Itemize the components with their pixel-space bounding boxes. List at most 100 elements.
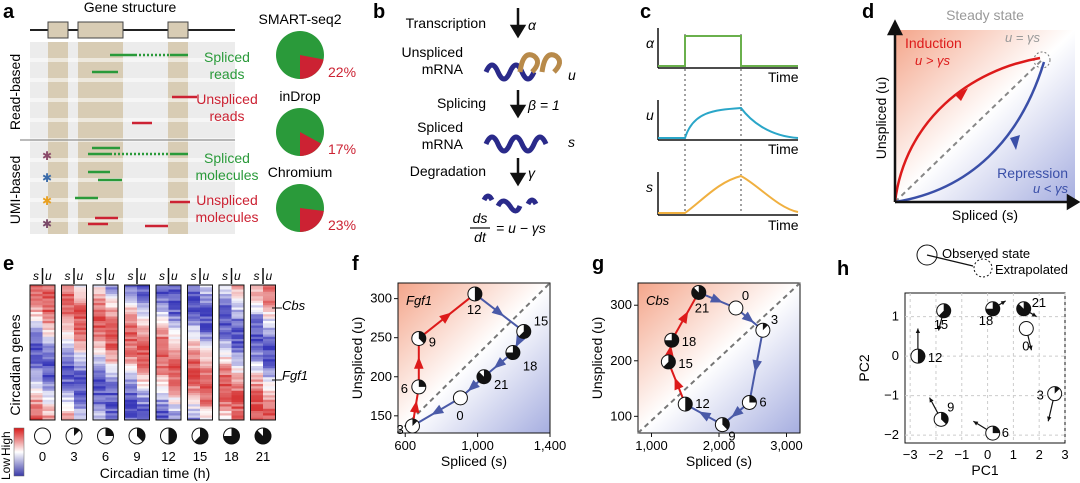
h-point-label-7: 21 — [1032, 295, 1046, 310]
d-axes — [886, 19, 1080, 211]
panel-label-f: f — [352, 253, 359, 275]
f-direction-arrow-3 — [439, 312, 452, 324]
transcription-label: Transcription — [406, 15, 486, 31]
eq-numerator: ds — [473, 210, 488, 226]
f-ytick-label-1: 200 — [370, 369, 392, 384]
e-time-label-5: 15 — [193, 449, 207, 464]
d-steady-line — [894, 59, 1043, 203]
h-point-7-fill — [1016, 301, 1031, 316]
spliced-mrna-icon — [483, 134, 549, 154]
panel-a: a Gene structure — [3, 0, 357, 234]
panel-c: c α u s Time Time Time — [640, 1, 799, 233]
h-legend-extrapolated: Extrapolated — [995, 262, 1068, 277]
e-time-label-6: 18 — [224, 449, 238, 464]
e-clock-fill-5 — [194, 428, 208, 444]
h-point-label-2: 6 — [1002, 425, 1009, 440]
e-time-label-0: 0 — [39, 449, 46, 464]
f-plot-area — [397, 282, 551, 434]
d-xlabel: Spliced (s) — [952, 207, 1018, 223]
g-direction-arrow-0 — [741, 311, 755, 323]
f-point-2-fill — [418, 379, 426, 387]
svg-text:✱: ✱ — [42, 149, 52, 163]
e-u-header-2: u — [108, 269, 115, 283]
e-u-header-0: u — [45, 269, 52, 283]
g-ytick-label-0: 100 — [610, 408, 632, 423]
e-s-header-6: s — [222, 269, 228, 283]
e-clock-fill-6 — [223, 428, 240, 444]
pie-title-1: inDrop — [279, 88, 320, 104]
f-direction-arrow-4 — [491, 305, 505, 317]
e-clock-fill-4 — [168, 428, 177, 444]
unspliced-molecules-l1: Unspliced — [196, 192, 257, 208]
e-fgf1-label: Fgf1 — [282, 368, 308, 383]
eq-rhs: = u − γs — [496, 220, 546, 236]
panel-label-a: a — [3, 1, 15, 23]
h-ytick-label-0: −2 — [884, 427, 899, 442]
e-heatmap-1 — [61, 285, 87, 421]
e-heatmap-4 — [156, 285, 181, 421]
h-point-label-5: 15 — [934, 317, 948, 332]
umi-based-label: UMI-based — [7, 156, 23, 224]
h-arrowhead-6 — [1000, 300, 1006, 306]
e-u-header-3: u — [140, 269, 147, 283]
f-xtick-label-1: 1,000 — [461, 438, 494, 453]
h-arrowhead-0 — [1028, 345, 1033, 351]
panel-label-d: d — [862, 1, 874, 23]
h-legend-observed: Observed state — [942, 246, 1030, 261]
c-alpha-curve — [658, 35, 798, 67]
d-repression-eq: u < γs — [1033, 181, 1069, 196]
g-xlabel: Spliced (s) — [686, 453, 752, 469]
f-ylabel: Unspliced (u) — [349, 317, 365, 399]
degraded-mrna-icon — [481, 193, 539, 214]
panel-label-h: h — [837, 258, 849, 280]
protocol-pies: SMART-seq2 22% inDrop 17% Chromium 23% — [259, 11, 357, 233]
alpha-rate: α — [528, 17, 537, 33]
unspliced-mrna-icon — [483, 62, 537, 82]
f-point-5-fill — [518, 324, 531, 339]
d-induction-arrow-icon — [955, 88, 968, 101]
spliced-mrna-l1: Spliced — [417, 119, 463, 135]
intron-loop-1-icon — [517, 52, 540, 74]
e-clock-fill-3 — [137, 428, 146, 442]
e-heatmap-frame-5 — [187, 284, 213, 421]
d-induction-curve — [893, 56, 1041, 203]
h-arrowhead-4 — [915, 328, 921, 334]
h-point-label-4: 12 — [928, 350, 942, 365]
h-point-4-fill — [917, 349, 925, 364]
g-point-label-6: 18 — [682, 334, 696, 349]
e-heatmap-frame-0 — [29, 284, 56, 421]
g-point-label-0: 0 — [742, 288, 749, 303]
g-point-label-2: 6 — [759, 394, 766, 409]
d-repression-curve — [894, 61, 1046, 204]
e-time-label-1: 3 — [70, 449, 77, 464]
f-point-0 — [452, 390, 468, 406]
unspliced-reads-l2: reads — [209, 108, 244, 124]
e-time-label-2: 6 — [102, 449, 109, 464]
f-direction-arrow-6 — [493, 357, 507, 369]
d-ylabel: Unspliced (u) — [873, 77, 889, 159]
d-plot-area — [895, 30, 1075, 202]
panel-b: b Transcription Unspliced mRNA Splicing … — [373, 1, 576, 245]
h-xtick-label-0: −3 — [903, 447, 918, 462]
spliced-reads-l2: reads — [209, 66, 244, 82]
h-point-2-fill — [992, 426, 1000, 434]
e-u-header-1: u — [77, 269, 84, 283]
f-direction-arrow-1 — [409, 400, 420, 414]
e-s-header-2: s — [96, 269, 102, 283]
h-point-label-3: 9 — [947, 399, 954, 414]
e-legend-high: High — [0, 431, 13, 456]
e-clock-fill-2 — [105, 428, 114, 436]
panel-label-b: b — [373, 1, 385, 23]
umi-segments — [75, 146, 190, 228]
f-point-label-2: 6 — [401, 381, 408, 396]
e-heatmap-0 — [30, 285, 55, 421]
h-point-5-fill — [938, 303, 951, 318]
spliced-molecules-l1: Spliced — [204, 150, 250, 166]
spliced-reads-l1: Spliced — [204, 49, 250, 65]
g-point-4-fill — [685, 397, 693, 412]
h-xtick-label-3: 0 — [984, 447, 991, 462]
pie-percent-1: 17% — [328, 141, 356, 157]
e-heatmap-7 — [250, 285, 276, 421]
f-point-label-0: 0 — [456, 408, 463, 423]
